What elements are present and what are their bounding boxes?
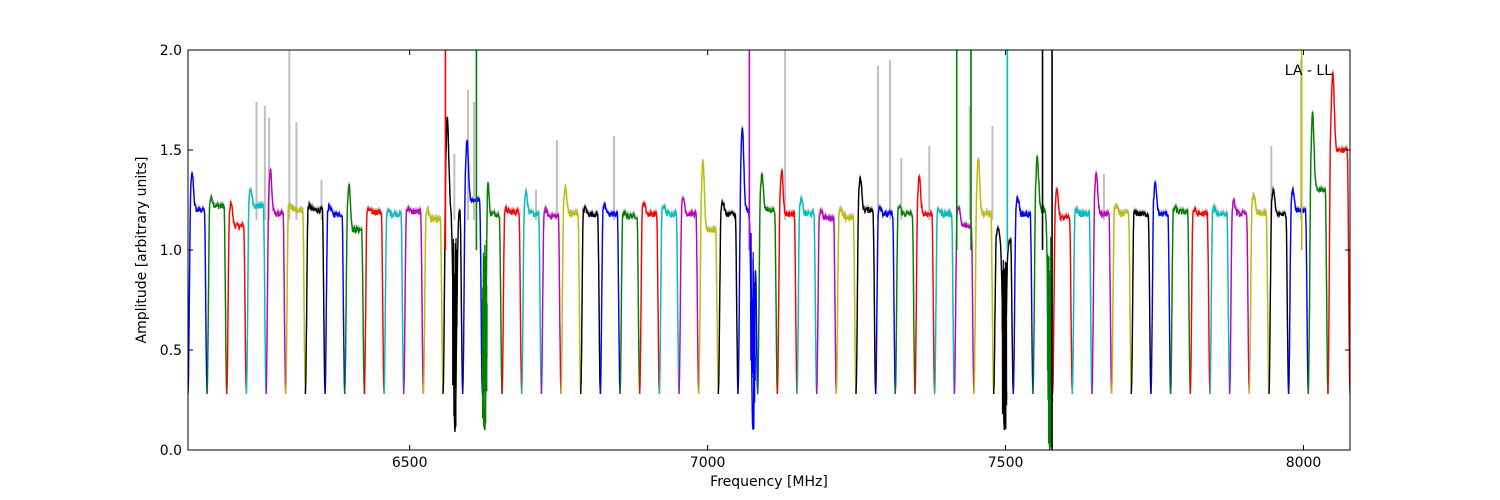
channel-trace [1209,204,1231,395]
channel-trace [658,204,680,395]
channel-trace [462,139,484,395]
background-trace [403,204,425,393]
y-tick-label: 1.0 [160,243,182,259]
channel-trace [698,160,719,395]
data-traces [188,50,1350,450]
channel-trace [835,207,857,395]
channel-trace [1248,193,1270,395]
channel-trace [1150,181,1172,395]
x-axis-label: Frequency [MHz] [710,474,828,490]
channel-trace [678,196,700,395]
plot-area [187,49,1351,451]
channel-trace [1110,204,1132,395]
channel-trace [894,205,916,395]
x-tick-label: 7000 [690,455,726,471]
channel-trace [206,195,228,395]
channel-trace [619,209,641,395]
channel-trace [1130,209,1152,395]
channel-trace [580,205,602,395]
channel-trace [245,189,267,395]
x-tick-label: 7500 [988,455,1024,471]
channel-trace [757,172,778,395]
y-tick-label: 1.5 [160,143,182,159]
channel-trace [422,207,444,395]
channel-trace [934,207,955,395]
channel-trace [540,206,562,395]
channel-trace [383,208,405,395]
channel-trace [265,168,287,395]
channel-trace [363,207,385,395]
rfi-noise-trace [452,238,458,427]
channel-trace [226,200,248,395]
channel-trace [1012,196,1034,395]
channel-trace [1169,204,1191,395]
channel-trace [914,174,936,395]
channel-trace [403,206,425,395]
x-tick-label: 6500 [392,455,428,471]
background-trace [1071,205,1093,393]
channel-trace [1327,71,1350,395]
y-tick-label: 0.5 [160,343,182,359]
channel-trace [599,202,621,395]
y-axis-label: Amplitude [arbitrary units] [134,157,150,344]
channel-trace [973,158,995,395]
rfi-noise-trace [1046,236,1053,448]
channel-trace [1268,186,1290,395]
x-tick-label: 8000 [1286,455,1322,471]
y-tick-label: 2.0 [160,43,182,59]
channel-trace [344,183,366,395]
channel-trace [717,198,739,395]
rfi-noise-trace [481,240,488,428]
channel-trace [1307,111,1329,395]
y-tick-label: 0.0 [160,443,182,459]
channel-trace [855,175,877,395]
plot-annotation: LA - LL [1285,63,1332,79]
channel-trace [1287,187,1309,395]
rfi-noise-trace [749,232,756,430]
channel-trace [1228,198,1250,395]
channel-trace [560,185,582,395]
channel-trace [1071,207,1093,395]
channel-trace [776,169,798,395]
channel-trace [285,203,307,395]
channel-trace [816,208,837,395]
channel-trace [1051,188,1073,395]
channel-trace [639,201,661,395]
channel-trace [304,200,326,395]
channel-trace [188,172,208,395]
x-axis-ticks: 6500 7000 7500 8000 [392,50,1321,471]
channel-trace [501,204,523,395]
channel-trace [1189,207,1211,395]
rfi-noise-trace [1001,259,1008,430]
channel-trace [521,189,543,395]
channel-trace [324,203,346,395]
channel-trace [1091,172,1113,395]
y-axis-ticks: 0.0 0.5 1.0 1.5 2.0 [160,43,1350,459]
channel-trace [796,196,818,395]
channel-trace [875,204,896,395]
